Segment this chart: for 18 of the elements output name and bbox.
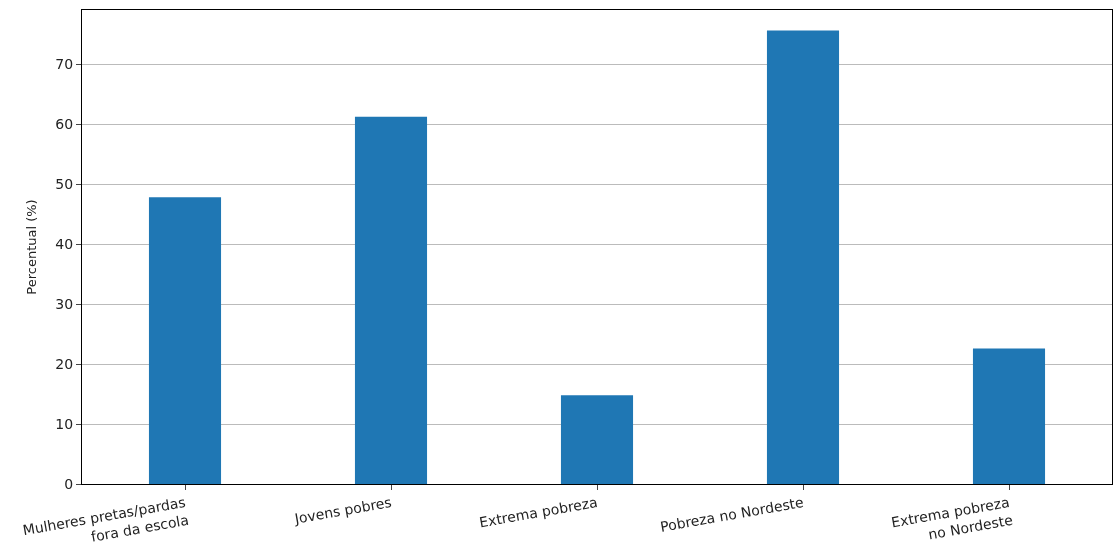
y-tick-label: 0 [64, 475, 74, 492]
bar [766, 30, 840, 484]
y-axis-title: Percentual (%) [24, 199, 40, 295]
y-tick-label: 70 [55, 55, 74, 72]
x-tick-label: Pobreza no Nordeste [658, 493, 805, 535]
bar [354, 116, 428, 484]
x-tick-label: Extrema pobreza no Nordeste [890, 493, 1014, 543]
y-tick-label: 60 [55, 115, 74, 132]
y-tick-label: 20 [55, 355, 74, 372]
y-tick-label: 50 [55, 175, 74, 192]
x-tick-label: Jovens pobres [292, 493, 393, 527]
x-tick-label: Extrema pobreza [478, 493, 599, 531]
bar [972, 348, 1046, 484]
y-tick-label: 30 [55, 295, 74, 312]
y-tick-label: 10 [55, 415, 74, 432]
bar [148, 197, 222, 484]
bar [560, 395, 634, 484]
y-tick-label: 40 [55, 235, 74, 252]
